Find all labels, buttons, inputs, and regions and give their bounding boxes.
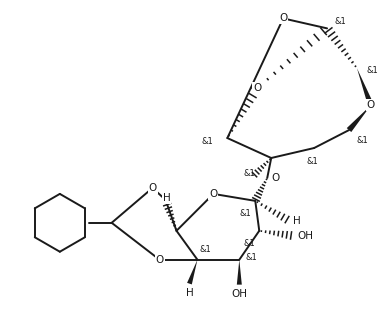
Text: &1: &1 [356, 135, 368, 144]
Text: O: O [253, 83, 262, 93]
Text: &1: &1 [239, 209, 251, 218]
Text: &1: &1 [200, 245, 211, 254]
Text: H: H [186, 288, 193, 298]
Text: O: O [279, 13, 287, 23]
Polygon shape [187, 260, 197, 285]
Text: O: O [271, 173, 279, 183]
Text: O: O [209, 189, 217, 199]
Text: &1: &1 [334, 17, 346, 26]
Text: &1: &1 [243, 239, 255, 248]
Text: O: O [155, 255, 164, 265]
Text: O: O [367, 100, 375, 110]
Text: &1: &1 [306, 158, 318, 167]
Text: OH: OH [231, 289, 247, 299]
Polygon shape [237, 260, 242, 285]
Text: OH: OH [297, 231, 313, 241]
Text: O: O [149, 183, 157, 193]
Polygon shape [347, 105, 371, 132]
Text: &1: &1 [245, 253, 257, 262]
Text: &1: &1 [201, 137, 213, 145]
Text: &1: &1 [366, 66, 378, 75]
Polygon shape [357, 68, 374, 106]
Text: &1: &1 [243, 169, 255, 178]
Text: H: H [293, 216, 301, 226]
Text: H: H [163, 193, 170, 203]
